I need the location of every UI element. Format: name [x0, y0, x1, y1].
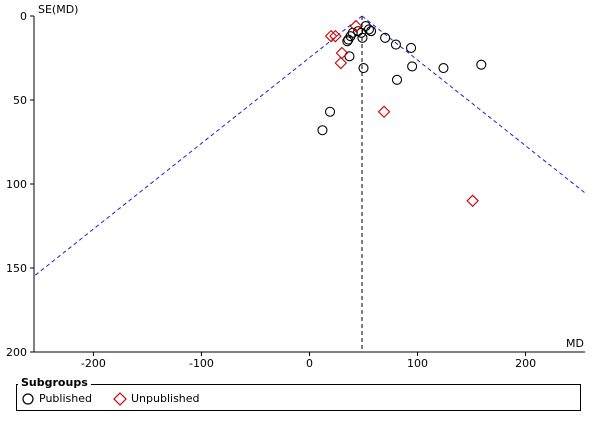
published-point — [342, 36, 353, 47]
published-point — [366, 26, 377, 37]
funnel-left-line — [33, 15, 363, 277]
legend-box — [16, 384, 581, 411]
unpublished-point — [466, 194, 479, 208]
unpublished-point — [324, 29, 338, 43]
x-tick-label: 200 — [515, 357, 536, 370]
published-point — [343, 34, 354, 45]
funnel-lines — [33, 15, 586, 352]
legend-item-published: Published — [21, 392, 111, 406]
x-tick-label: -100 — [189, 357, 214, 370]
y-tick-label: 0 — [20, 10, 27, 23]
published-point — [317, 125, 328, 136]
unpublished-point — [377, 105, 391, 119]
unpublished-point — [334, 56, 348, 70]
legend-item-unpublished: Unpublished — [113, 392, 223, 406]
legend-label-published: Published — [39, 392, 92, 405]
y-axis-label: SE(MD) — [38, 3, 78, 16]
x-axis-label: MD — [566, 337, 584, 350]
published-point — [391, 74, 403, 85]
published-point — [357, 32, 368, 43]
x-tick-label: 100 — [407, 357, 428, 370]
published-point — [380, 32, 391, 43]
y-tick-label: 150 — [6, 262, 27, 275]
plot-axes: -200 -100 0 100 200 0 50 100 150 200 — [6, 10, 585, 370]
published-point — [407, 61, 418, 72]
published-point — [406, 42, 417, 53]
unpublished-point — [329, 29, 342, 43]
circle-icon — [22, 393, 34, 405]
x-tick-label: -200 — [81, 357, 106, 370]
legend-label-unpublished: Unpublished — [131, 392, 200, 405]
unpublished-point — [349, 19, 363, 33]
x-tick-label: 0 — [306, 357, 313, 370]
published-point — [476, 59, 487, 70]
published-point — [344, 51, 355, 62]
published-point — [390, 39, 401, 50]
published-point — [438, 63, 449, 74]
data-points — [317, 19, 487, 208]
funnel-right-line — [361, 15, 586, 194]
y-tick-label: 50 — [13, 94, 27, 107]
published-point — [358, 63, 369, 74]
y-tick-label: 100 — [6, 178, 27, 191]
published-point — [324, 106, 336, 117]
y-tick-label: 200 — [6, 346, 27, 359]
published-point — [345, 31, 356, 42]
diamond-icon — [113, 392, 127, 406]
legend-title: Subgroups — [18, 376, 91, 389]
